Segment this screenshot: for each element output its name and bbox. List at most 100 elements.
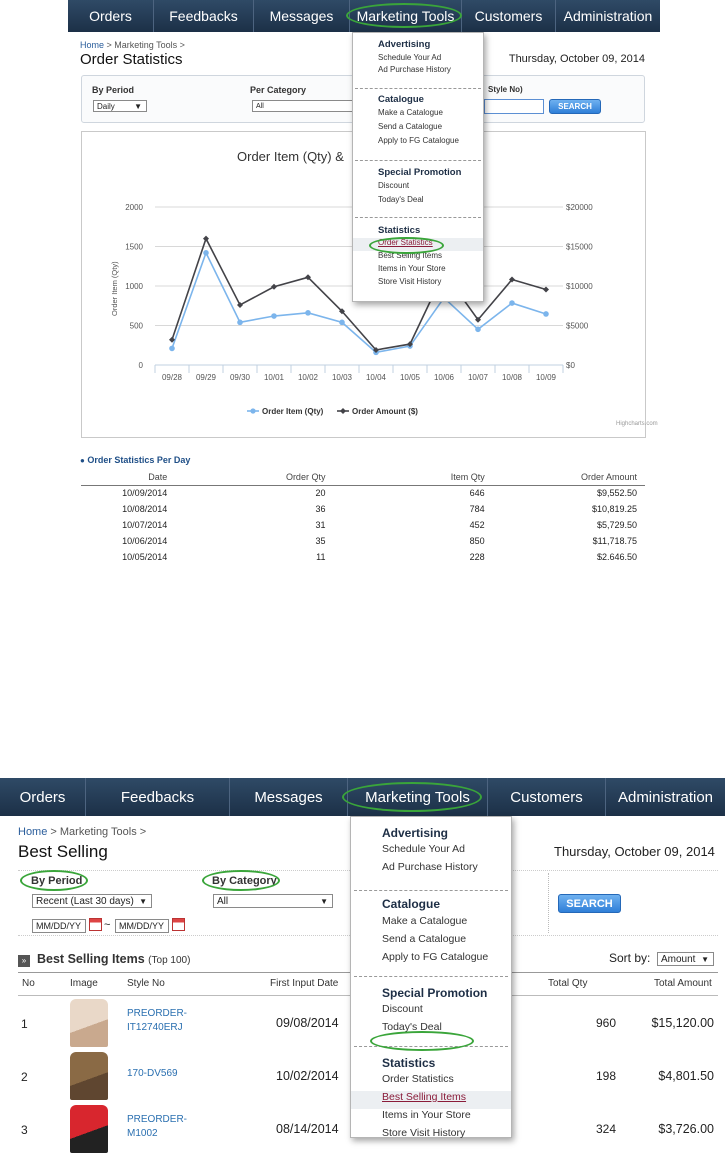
style-no-link[interactable]: PREORDER- IT12740ERJ [127,1008,188,1033]
menu-item-schedule-ad[interactable]: Schedule Your Ad [378,53,442,62]
cell-date: 10/06/2014 [122,536,168,546]
by-period-label: By Period [92,85,135,95]
by-period-select[interactable]: Recent (Last 30 days) ▼ [32,894,152,908]
breadcrumb-home[interactable]: Home [18,826,48,838]
legend-marker [250,408,256,414]
menu-item-apply-fg-catalogue[interactable]: Apply to FG Catalogue [382,951,489,963]
y-left-tick-label: 2000 [125,203,143,212]
by-period-select[interactable]: Daily ▼ [93,100,147,112]
nav-customers[interactable]: Customers [488,778,606,816]
date-to-input[interactable]: MM/DD/YY [115,919,169,933]
menu-item-send-catalogue[interactable]: Send a Catalogue [378,122,443,131]
menu-item-store-visit-history[interactable]: Store Visit History [378,277,442,286]
menu-item-best-selling-items[interactable]: Best Selling Items [351,1091,511,1109]
style-no-link[interactable]: 170-DV569 [127,1068,178,1079]
current-date: Thursday, October 09, 2014 [554,844,715,859]
x-tick-label: 09/30 [230,373,251,382]
search-button[interactable]: SEARCH [558,894,621,913]
nav-orders[interactable]: Orders [0,778,86,816]
style-no-input[interactable] [484,99,544,114]
chevron-down-icon: ▼ [139,896,147,906]
menu-section-advertising: Advertising Schedule Your Ad Ad Purchase… [353,33,483,88]
marketing-tools-menu: Advertising Schedule Your Ad Ad Purchase… [352,32,484,302]
bullet-icon: ● [80,456,85,465]
style-no-link[interactable]: PREORDER- M1002 [127,1114,188,1139]
menu-item-discount[interactable]: Discount [382,1003,423,1015]
nav-messages[interactable]: Messages [230,778,348,816]
total-amount: $3,726.00 [658,1122,714,1136]
menu-item-apply-fg-catalogue[interactable]: Apply to FG Catalogue [378,136,459,145]
data-point [271,283,277,290]
y-right-tick-label: $0 [566,361,575,370]
per-category-select[interactable]: All [252,100,354,112]
menu-section-catalogue: Catalogue Make a Catalogue Send a Catalo… [353,89,483,160]
nav-messages[interactable]: Messages [254,0,350,32]
table-row: 2 170-DV569 10/02/2014 198 $4,801.50 [18,1050,718,1103]
cell-order-qty: 31 [315,520,326,530]
nav-feedbacks[interactable]: Feedbacks [86,778,230,816]
list-title-sub: (Top 100) [148,955,191,966]
menu-item-make-catalogue[interactable]: Make a Catalogue [382,915,468,927]
table-header-row: No Image Style No First Input Date Total… [18,978,718,992]
data-point [203,235,209,242]
nav-marketing-tools[interactable]: Marketing Tools [348,778,488,816]
menu-item-best-selling-items[interactable]: Best Selling Items [378,251,443,260]
menu-item-make-catalogue[interactable]: Make a Catalogue [378,108,443,117]
nav-feedbacks[interactable]: Feedbacks [154,0,254,32]
date-from-input[interactable]: MM/DD/YY [32,919,86,933]
list-icon: » [18,955,30,967]
menu-item-todays-deal[interactable]: Today's Deal [382,1021,442,1033]
cell-date: 10/09/2014 [122,488,168,499]
nav-administration[interactable]: Administration [563,8,653,24]
product-image[interactable] [70,1105,108,1153]
menu-item-ad-purchase-history[interactable]: Ad Purchase History [382,861,478,873]
cell-order-qty: 11 [316,552,326,560]
breadcrumb-home[interactable]: Home [80,40,105,50]
by-period-value: Recent (Last 30 days) [36,895,134,907]
x-tick-label: 10/01 [264,373,285,382]
series-line [171,250,547,354]
nav-administration[interactable]: Administration [617,788,714,806]
product-image[interactable] [70,1052,108,1100]
col-no: No [22,978,35,989]
data-point [475,316,481,323]
cell-date: 10/08/2014 [122,504,168,514]
product-image[interactable] [70,999,108,1047]
menu-heading-advertising: Advertising [378,39,431,50]
first-input-date: 08/14/2014 [276,1122,339,1136]
data-point [237,319,243,326]
menu-item-store-visit-history[interactable]: Store Visit History [382,1127,466,1139]
menu-item-ad-purchase-history[interactable]: Ad Purchase History [378,65,451,74]
calendar-icon[interactable] [89,918,102,931]
breadcrumb: Home > Marketing Tools > [18,826,146,838]
order-chart: Order Item (Qty) & 0 500 1000 1500 2000 $0 $500… [110,149,593,416]
cell-order-qty: 35 [315,536,326,546]
search-button[interactable]: SEARCH [549,99,601,114]
top-navbar: Orders Feedbacks Messages Marketing Tool… [0,778,725,816]
y-left-tick-label: 1000 [125,282,143,291]
filter-divider [548,873,549,933]
sort-label: Sort by: [609,951,651,965]
menu-item-discount[interactable]: Discount [378,181,410,190]
nav-customers[interactable]: Customers [462,0,556,32]
menu-item-todays-deal[interactable]: Today's Deal [378,195,424,204]
menu-item-items-in-store[interactable]: Items in Your Store [382,1109,471,1121]
nav-marketing-tools[interactable]: Marketing Tools [350,0,462,32]
by-category-select[interactable]: All ▼ [213,894,333,908]
x-tick-label: 09/28 [162,373,183,382]
menu-item-schedule-ad[interactable]: Schedule Your Ad [382,843,465,855]
menu-item-order-statistics[interactable]: Order Statistics [382,1073,454,1085]
by-period-value: Daily [97,101,115,111]
menu-item-send-catalogue[interactable]: Send a Catalogue [382,933,467,945]
menu-heading-advertising: Advertising [382,826,449,840]
calendar-icon[interactable] [172,918,185,931]
by-category-label: By Category [212,875,277,887]
sort-select[interactable]: Amount ▼ [657,952,714,966]
menu-item-items-in-store[interactable]: Items in Your Store [378,264,446,273]
legend-marker [340,408,346,414]
date-to-placeholder: MM/DD/YY [119,921,164,931]
menu-item-order-statistics[interactable]: Order Statistics [353,238,483,251]
menu-divider [354,1046,508,1047]
row-number: 2 [21,1070,28,1084]
nav-orders[interactable]: Orders [68,0,154,32]
